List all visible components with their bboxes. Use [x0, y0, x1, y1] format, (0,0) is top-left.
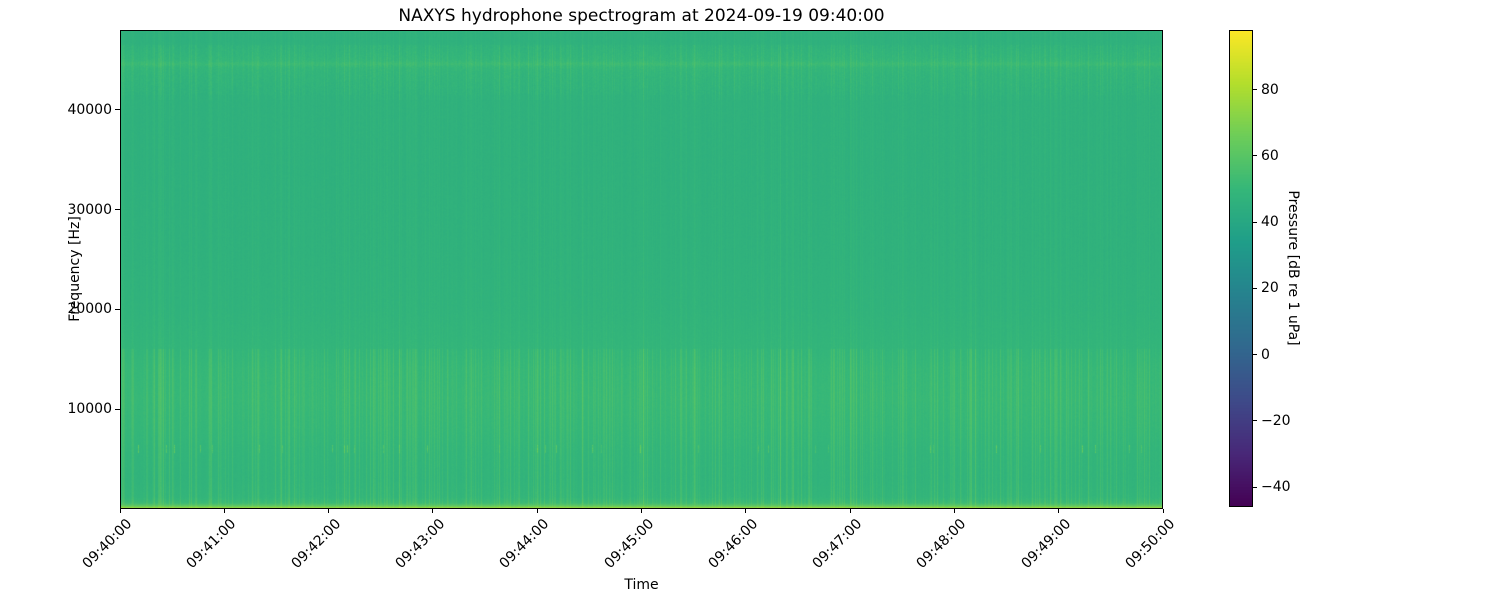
colorbar-canvas — [1229, 30, 1253, 507]
x-tick-mark — [1162, 509, 1164, 513]
x-tick-mark — [953, 509, 955, 513]
colorbar-tick-mark — [1253, 89, 1257, 91]
y-tick-mark — [115, 308, 120, 310]
x-tick-mark — [641, 509, 642, 513]
colorbar-tick-label: 0 — [1261, 346, 1270, 363]
colorbar-tick-label: 20 — [1261, 280, 1279, 297]
colorbar-tick-label: 60 — [1261, 147, 1279, 164]
colorbar-tick-mark — [1253, 155, 1257, 157]
x-tick-mark — [745, 509, 747, 513]
y-tick-mark — [115, 408, 120, 410]
y-tick-label: 40000 — [67, 101, 112, 118]
colorbar-tick-label: −40 — [1261, 479, 1291, 496]
colorbar-tick-mark — [1253, 287, 1257, 289]
x-tick-mark — [119, 509, 121, 513]
x-tick-label: 09:43:00 — [392, 516, 449, 572]
colorbar-tick-label: −20 — [1261, 412, 1291, 429]
x-tick-label: 09:40:00 — [79, 516, 136, 572]
x-tick-label: 09:42:00 — [288, 516, 344, 572]
colorbar-tick-mark — [1253, 486, 1257, 488]
x-tick-mark — [849, 509, 851, 513]
x-tick-mark — [223, 509, 225, 513]
colorbar-label: Pressure [dB re 1 uPa] — [1285, 190, 1301, 346]
colorbar-tick-mark — [1253, 221, 1257, 223]
x-tick-label: 09:49:00 — [1018, 516, 1075, 572]
colorbar-tick-mark — [1253, 354, 1257, 356]
x-tick-mark — [328, 509, 330, 513]
x-tick-mark — [536, 509, 538, 513]
x-tick-label: 09:47:00 — [809, 516, 866, 572]
colorbar-tick-label: 80 — [1261, 81, 1279, 98]
y-tick-label: 20000 — [67, 301, 112, 318]
x-tick-mark — [1058, 509, 1060, 513]
x-tick-label: 09:48:00 — [913, 516, 970, 572]
x-tick-label: 09:46:00 — [705, 516, 762, 572]
x-axis-label: Time — [624, 577, 659, 593]
x-tick-label: 09:41:00 — [183, 516, 240, 572]
spectrogram-canvas — [120, 30, 1163, 509]
colorbar-tick-mark — [1253, 420, 1257, 422]
y-tick-label: 10000 — [67, 401, 112, 418]
x-tick-mark — [432, 509, 434, 513]
x-tick-label: 09:44:00 — [496, 516, 553, 572]
colorbar-tick-label: 40 — [1261, 214, 1279, 231]
y-tick-mark — [115, 209, 120, 211]
chart-title: NAXYS hydrophone spectrogram at 2024-09-… — [398, 6, 885, 26]
y-tick-label: 30000 — [67, 201, 112, 218]
x-tick-label: 09:50:00 — [1122, 516, 1179, 572]
y-tick-mark — [115, 109, 120, 111]
x-tick-label: 09:45:00 — [601, 516, 657, 572]
